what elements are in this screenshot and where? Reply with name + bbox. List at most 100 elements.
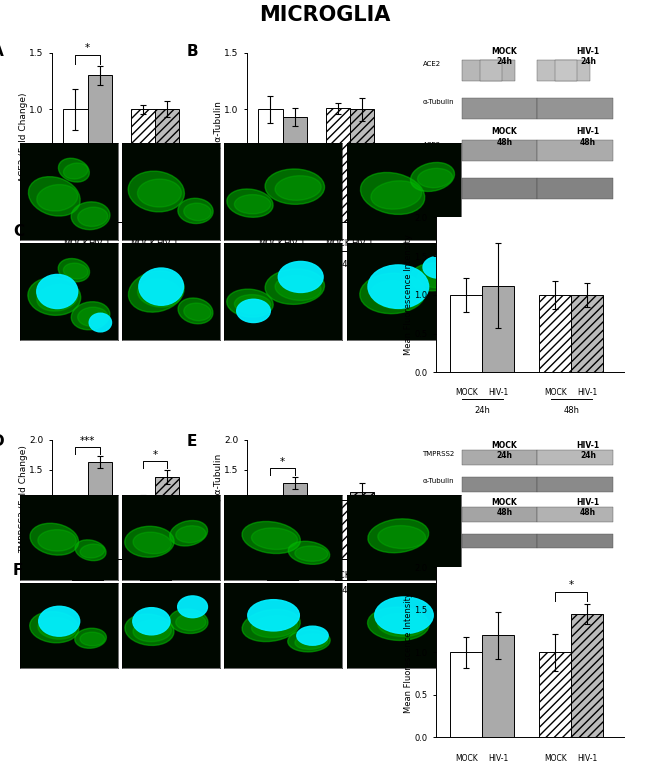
Ellipse shape [278,261,323,293]
Ellipse shape [133,607,170,635]
Ellipse shape [177,596,207,618]
Text: MOCK 24H: MOCK 24H [49,572,89,581]
Text: *: * [280,457,285,467]
Ellipse shape [39,607,80,636]
Bar [155,110,179,223]
Ellipse shape [129,271,184,312]
Ellipse shape [361,172,424,214]
Ellipse shape [80,544,105,558]
Text: A: A [0,44,4,59]
Ellipse shape [128,171,185,212]
Bar [462,98,538,119]
Text: HIV-1: HIV-1 [283,239,306,248]
Ellipse shape [58,258,90,282]
Y-axis label: Mean Fluorescence Intensity: Mean Fluorescence Intensity [404,592,413,712]
Bar [283,483,307,559]
Ellipse shape [37,284,77,311]
Ellipse shape [77,207,108,226]
Ellipse shape [265,269,324,304]
Bar [538,477,612,491]
Ellipse shape [423,256,453,278]
Ellipse shape [29,177,80,216]
Ellipse shape [295,546,328,562]
Ellipse shape [265,169,324,204]
Ellipse shape [176,526,206,543]
Ellipse shape [28,277,81,315]
Bar [538,507,612,522]
Ellipse shape [133,532,172,554]
Ellipse shape [411,162,454,191]
Ellipse shape [252,528,298,549]
Ellipse shape [227,289,273,317]
Ellipse shape [72,202,110,229]
Text: MOCK
48h: MOCK 48h [491,498,517,517]
Y-axis label: ACE2 / α-Tubulin: ACE2 / α-Tubulin [214,101,223,174]
Bar [538,178,612,200]
Ellipse shape [63,263,88,279]
Text: MOCK: MOCK [131,239,155,248]
Ellipse shape [237,299,270,322]
Bar [538,98,612,119]
Text: MOCK 24H: MOCK 24H [49,232,89,241]
Text: HIV-1: HIV-1 [577,388,597,397]
Text: MOCK: MOCK [63,572,88,581]
Text: 24h: 24h [474,406,490,415]
Ellipse shape [417,268,452,288]
Ellipse shape [38,530,76,551]
Text: MOCK
48h: MOCK 48h [491,127,517,147]
Ellipse shape [30,612,79,643]
Text: *: * [85,43,90,53]
Ellipse shape [227,189,273,217]
Ellipse shape [139,268,183,306]
Ellipse shape [371,181,422,210]
Text: HIV-1
48h: HIV-1 48h [577,127,600,147]
Y-axis label: TMPRSS2 / α-Tubulin: TMPRSS2 / α-Tubulin [214,454,223,545]
Text: MOCK: MOCK [131,572,155,581]
Bar [480,59,502,81]
Ellipse shape [30,523,79,555]
Text: HIV-1: HIV-1 [283,572,306,581]
Text: HIV-1 24H: HIV-1 24H [152,572,190,581]
Ellipse shape [248,600,300,631]
Bar [283,117,307,223]
Ellipse shape [176,613,206,631]
Text: 48h: 48h [146,586,164,594]
Ellipse shape [77,307,108,326]
Text: 48h: 48h [341,586,359,594]
Bar [258,500,283,559]
Text: ACE2: ACE2 [422,142,441,148]
Ellipse shape [184,303,211,321]
Text: α-Tubulin: α-Tubulin [422,180,454,186]
Bar [538,59,590,81]
Text: MOCK
24h: MOCK 24h [491,441,517,460]
Text: TMPRSS2: TMPRSS2 [422,451,455,456]
Text: B: B [187,44,198,59]
Ellipse shape [38,617,76,639]
Ellipse shape [242,521,300,553]
Ellipse shape [378,526,426,549]
Text: MOCK: MOCK [544,754,567,762]
Bar [482,636,514,738]
Bar [88,462,112,559]
Bar [462,140,538,162]
Ellipse shape [170,520,207,546]
Ellipse shape [138,279,181,307]
Text: HIV-1
24h: HIV-1 24h [577,47,600,66]
Ellipse shape [368,265,428,309]
Text: HIV-1: HIV-1 [351,239,374,248]
Bar [538,450,612,465]
Bar [482,286,514,373]
Text: α-Tubulin: α-Tubulin [422,478,454,484]
Ellipse shape [64,163,88,179]
Text: HIV-1 48H: HIV-1 48H [385,572,423,581]
Ellipse shape [288,541,330,565]
Ellipse shape [58,158,89,182]
Bar [450,652,482,738]
Text: C: C [13,224,24,239]
Ellipse shape [75,539,106,561]
Text: α-Tubulin: α-Tubulin [422,535,454,540]
Text: MOCK: MOCK [258,239,283,248]
Ellipse shape [375,597,434,634]
Text: 24h: 24h [79,260,96,269]
Ellipse shape [410,263,455,291]
